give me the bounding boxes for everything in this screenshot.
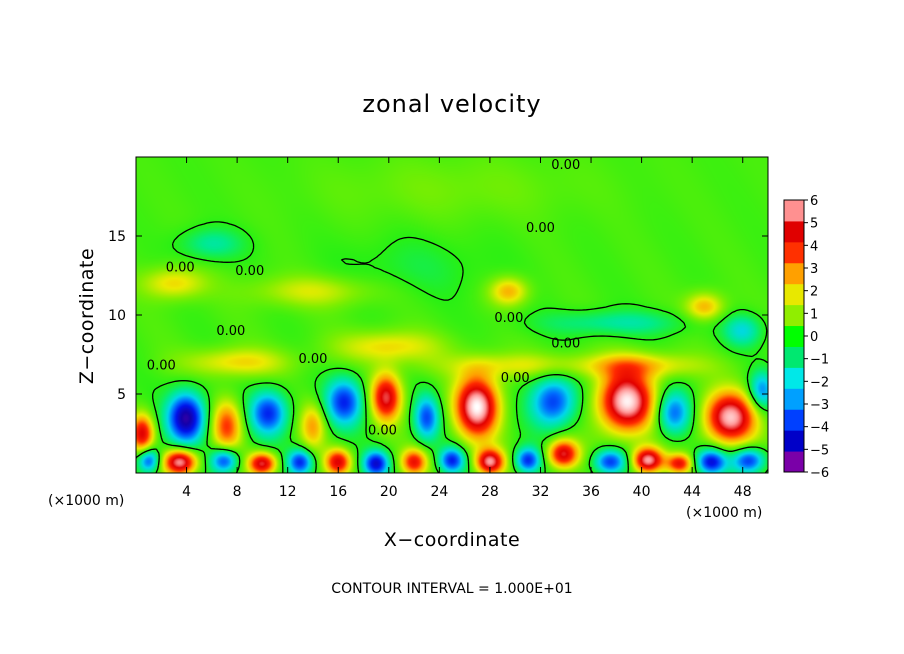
- contour-label: 0.00: [494, 311, 523, 326]
- zero-contour-path: [135, 221, 769, 474]
- velocity-field-heatmap: [136, 157, 768, 473]
- y-tick-label: 10: [108, 308, 126, 324]
- contour-label: 0.00: [368, 423, 397, 438]
- colorbar-swatch: [784, 325, 804, 347]
- contour-label: 0.00: [526, 221, 555, 236]
- contour-label: 0.00: [147, 359, 176, 374]
- colorbar-tick-label: −2: [810, 375, 829, 390]
- contour-label: 0.00: [235, 264, 264, 279]
- contour-label: 0.00: [551, 158, 580, 173]
- colorbar-tick-label: 3: [810, 262, 818, 277]
- chart-title: zonal velocity: [362, 90, 541, 118]
- y-tick-label: 15: [108, 229, 126, 245]
- colorbar-swatch: [784, 283, 804, 306]
- colorbar-swatch: [784, 409, 804, 431]
- colorbar: 6 5 4 3 2 1 0 −1 −2 −3 −4 −5 −6: [783, 194, 829, 481]
- x-tick-label: 8: [233, 484, 242, 500]
- colorbar-tick-label: 6: [810, 194, 818, 209]
- x-tick-label: 48: [734, 484, 752, 500]
- colorbar-swatch: [784, 367, 804, 389]
- x-axis-label: X−coordinate: [384, 529, 520, 551]
- colorbar-swatch: [784, 346, 804, 368]
- x-tick-label: 36: [582, 484, 600, 500]
- x-tick-label: 16: [329, 484, 347, 500]
- x-axis-ticks: 4 8 12 16 20 24 28 32 36 40 44 48: [182, 157, 752, 500]
- contour-label: 0.00: [298, 352, 327, 367]
- x-tick-label: 24: [430, 484, 448, 500]
- colorbar-tick-label: 2: [810, 285, 818, 300]
- colorbar-tick-label: 0: [810, 330, 818, 345]
- y-axis-unit: (×1000 m): [48, 493, 124, 509]
- zero-contour-lines: [135, 221, 769, 474]
- colorbar-tick-label: −1: [810, 353, 829, 368]
- y-axis-ticks: 5 10 15: [108, 229, 768, 403]
- x-tick-label: 44: [683, 484, 701, 500]
- colorbar-swatch: [784, 262, 804, 285]
- colorbar-swatch: [784, 304, 804, 327]
- x-tick-label: 20: [380, 484, 398, 500]
- x-tick-label: 40: [633, 484, 651, 500]
- contour-label: 0.00: [501, 371, 530, 386]
- colorbar-tick-label: 4: [810, 239, 818, 254]
- colorbar-swatch: [784, 430, 804, 452]
- x-tick-label: 4: [182, 484, 191, 500]
- x-axis-unit: (×1000 m): [686, 505, 762, 521]
- colorbar-tick-label: −3: [810, 398, 829, 413]
- colorbar-swatch: [784, 241, 804, 264]
- contour-interval-note: CONTOUR INTERVAL = 1.000E+01: [331, 581, 572, 597]
- colorbar-swatch: [784, 451, 804, 473]
- colorbar-tick-label: −4: [810, 421, 829, 436]
- colorbar-tick-label: 5: [810, 217, 818, 232]
- colorbar-tick-label: 1: [810, 307, 818, 322]
- contour-labels: 0.00 0.00 0.00 0.00 0.00 0.00 0.00 0.00 0.00 0.00…: [147, 158, 580, 438]
- colorbar-tick-label: −5: [810, 443, 829, 458]
- colorbar-tick-label: −6: [810, 466, 829, 481]
- contour-label: 0.00: [166, 261, 195, 276]
- y-axis-label: Z−coordinate: [76, 248, 98, 384]
- x-tick-label: 32: [532, 484, 550, 500]
- colorbar-swatch: [784, 200, 804, 222]
- plot-area: 0.00 0.00 0.00 0.00 0.00 0.00 0.00 0.00 0.00 0.00…: [135, 156, 769, 474]
- contour-label: 0.00: [551, 336, 580, 351]
- x-tick-label: 12: [279, 484, 297, 500]
- colorbar-swatch: [784, 388, 804, 410]
- colorbar-swatch: [784, 220, 804, 243]
- y-tick-label: 5: [117, 387, 126, 403]
- x-tick-label: 28: [481, 484, 499, 500]
- contour-label: 0.00: [216, 324, 245, 339]
